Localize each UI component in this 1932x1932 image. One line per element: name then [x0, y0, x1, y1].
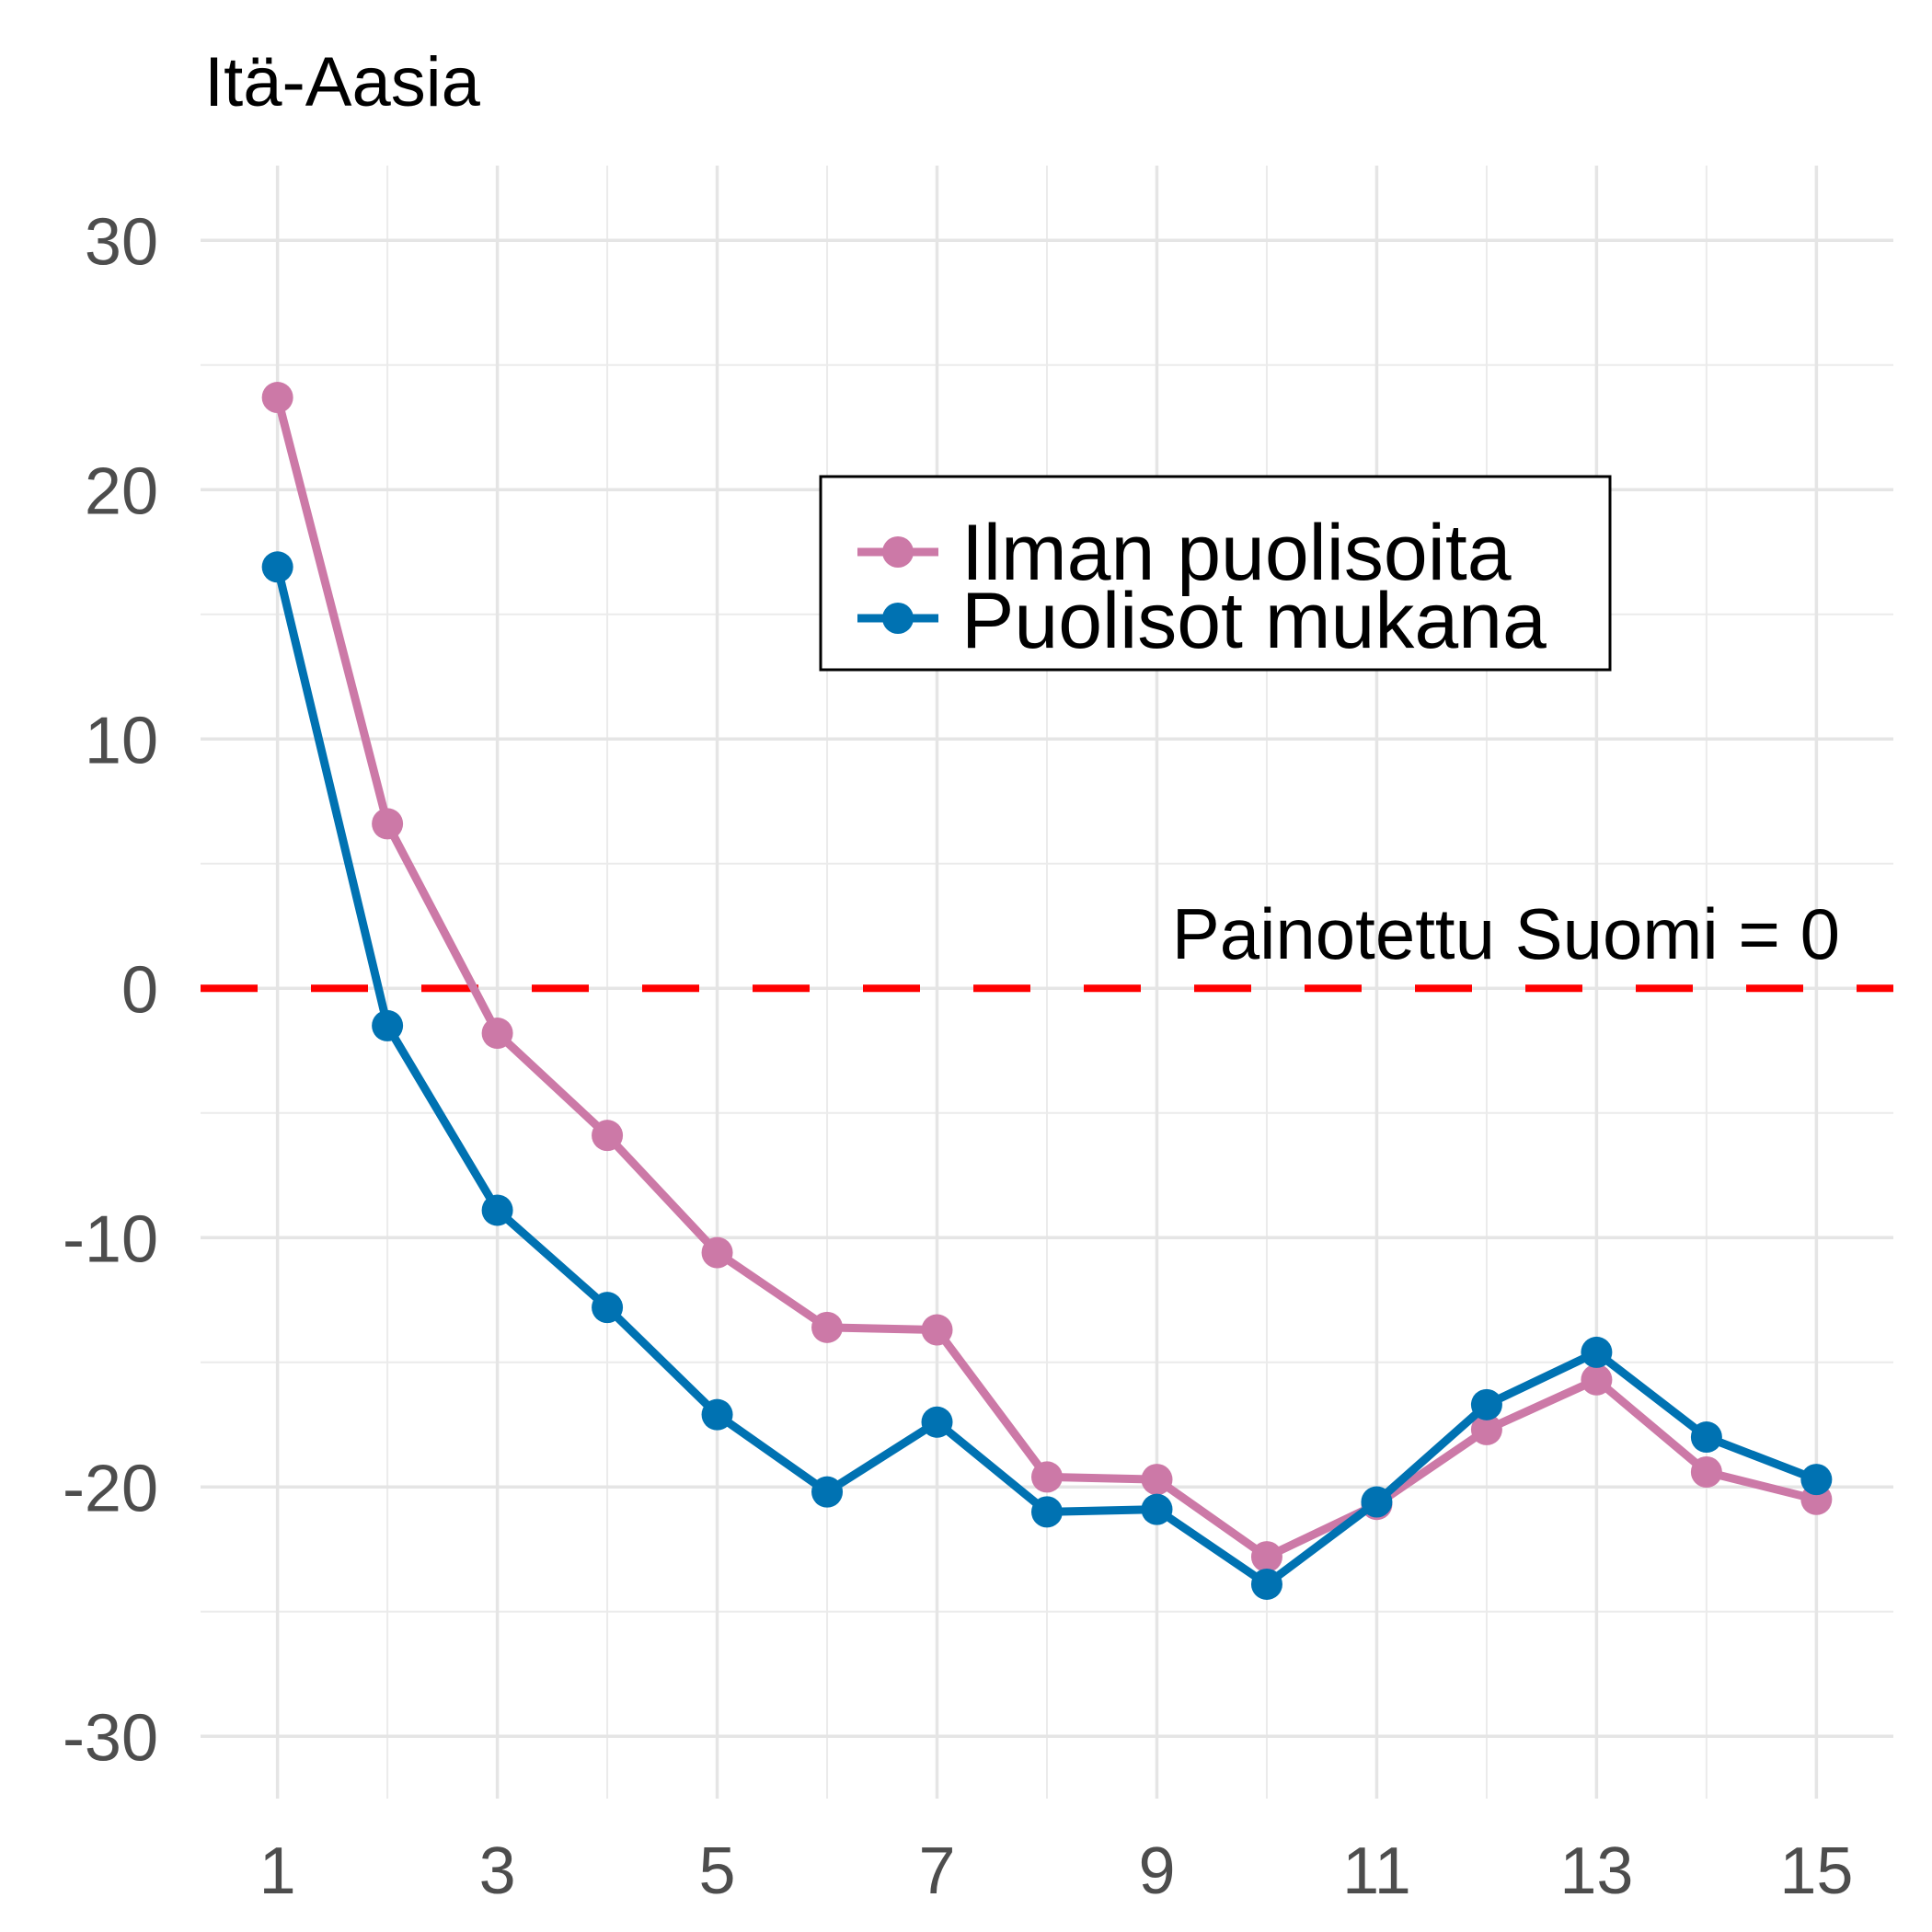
- y-tick-label: 0: [121, 953, 158, 1027]
- minor-gridlines: [201, 166, 1893, 1799]
- data-point-s1-x6: [811, 1476, 844, 1508]
- data-point-s1-x13: [1581, 1336, 1613, 1368]
- data-point-s0-x7: [921, 1314, 953, 1346]
- data-point-s0-x1: [261, 382, 293, 414]
- data-point-s0-x9: [1141, 1464, 1173, 1496]
- reference-line-label: Painotettu Suomi = 0: [1172, 893, 1840, 974]
- legend-keys: [857, 536, 938, 634]
- data-point-s1-x5: [701, 1398, 733, 1431]
- data-point-s0-x6: [811, 1311, 844, 1343]
- x-tick-label: 9: [1138, 1834, 1175, 1908]
- legend-key-point-0: [882, 536, 914, 568]
- x-tick-label: 11: [1342, 1834, 1411, 1908]
- data-point-s1-x2: [372, 1009, 404, 1041]
- x-tick-label: 7: [918, 1834, 955, 1908]
- legend-label-ilman-puolisoita: Ilman puolisoita: [961, 509, 1512, 597]
- data-point-s0-x5: [701, 1236, 733, 1269]
- data-point-s1-x11: [1361, 1486, 1393, 1518]
- data-point-s1-x1: [261, 551, 293, 583]
- legend-box: [819, 475, 1612, 672]
- chart-title: Itä-Aasia: [204, 43, 481, 121]
- data-point-s1-x4: [592, 1292, 624, 1324]
- y-tick-label: 30: [85, 205, 158, 279]
- legend: Ilman puolisoita Puolisot mukana: [819, 475, 1612, 672]
- data-point-s1-x14: [1690, 1421, 1722, 1454]
- y-axis-tick-labels: 30 20 10 0 -10 -20 -30: [63, 205, 158, 1775]
- y-tick-label: -10: [63, 1202, 158, 1276]
- data-point-s0-x4: [592, 1120, 624, 1152]
- y-tick-label: 20: [85, 454, 158, 528]
- data-point-s1-x8: [1031, 1496, 1063, 1528]
- legend-label-puolisot-mukana: Puolisot mukana: [961, 577, 1547, 665]
- data-point-s0-x2: [372, 808, 404, 840]
- x-tick-label: 5: [699, 1834, 736, 1908]
- data-point-s1-x3: [481, 1194, 513, 1226]
- data-series: [261, 382, 1833, 1600]
- data-point-s1-x12: [1470, 1388, 1502, 1420]
- x-tick-label: 3: [479, 1834, 516, 1908]
- legend-key-point-1: [882, 603, 914, 634]
- data-point-s1-x9: [1141, 1493, 1173, 1525]
- data-point-s0-x8: [1031, 1461, 1063, 1493]
- data-point-s0-x3: [481, 1018, 513, 1050]
- x-tick-label: 13: [1559, 1834, 1633, 1908]
- x-axis-tick-labels: 1 3 5 7 9 11 13 15: [259, 1834, 1854, 1908]
- x-tick-label: 15: [1779, 1834, 1853, 1908]
- x-tick-label: 1: [259, 1834, 296, 1908]
- data-point-s1-x15: [1800, 1464, 1833, 1496]
- data-point-s0-x13: [1581, 1363, 1613, 1396]
- data-point-s1-x7: [921, 1406, 953, 1438]
- y-tick-label: -30: [63, 1701, 158, 1775]
- data-point-s0-x12: [1470, 1413, 1502, 1445]
- data-point-s0-x10: [1250, 1541, 1282, 1573]
- data-point-s1-x10: [1250, 1568, 1282, 1600]
- y-tick-label: -20: [63, 1452, 158, 1525]
- data-point-s0-x14: [1690, 1456, 1722, 1488]
- y-tick-label: 10: [85, 704, 158, 777]
